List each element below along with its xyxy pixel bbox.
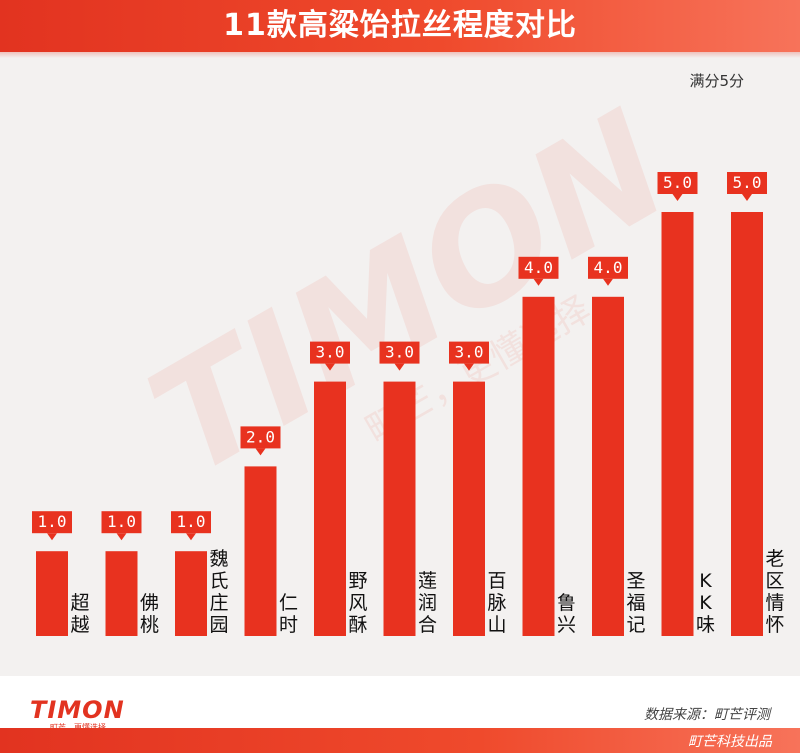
category-label-3: 魏氏庄园 [209,548,228,636]
value-label-2: 1.0 [107,512,136,531]
header-banner: 11款高粱饴拉丝程度对比 [0,0,800,58]
value-label-pointer-2 [116,533,127,541]
category-label-5: 野风酥 [348,570,367,636]
value-label-4: 2.0 [246,427,275,446]
bar-7 [453,381,485,636]
value-label-pointer-11 [742,194,752,201]
page-title: 11款高粱饴拉丝程度对比 [223,8,577,43]
bar-3 [175,551,207,636]
value-label-pointer-1 [47,533,57,541]
category-label-11: 老区情怀 [765,548,784,636]
category-label-8: 鲁兴 [557,592,576,636]
value-label-pointer-10 [672,194,683,201]
value-label-11: 5.0 [733,173,762,192]
value-label-7: 3.0 [455,343,484,362]
value-label-6: 3.0 [385,343,414,362]
value-label-box-5 [310,341,350,364]
value-label-pointer-6 [394,363,405,371]
bar-1 [36,551,68,636]
value-label-box-7 [449,341,489,364]
value-label-pointer-8 [533,278,544,286]
value-label-box-10 [657,172,698,194]
bar-chart: TIMON 町芒，更懂选择。 1.0超越1.0佛桃1.0魏氏庄园2.0仁时3.0… [32,79,785,636]
value-label-10: 5.0 [663,173,692,192]
bar-5 [314,381,346,636]
value-label-pointer-9 [603,278,613,286]
value-label-box-6 [379,341,420,364]
value-label-pointer-4 [255,448,266,456]
value-label-box-4 [240,426,281,449]
value-label-5: 3.0 [316,343,345,362]
logo-wordmark: TIMON [30,696,125,724]
value-label-box-1 [32,511,72,534]
value-label-box-11 [727,172,767,194]
bar-4 [244,466,277,636]
credit-text: 町芒科技出品 [688,734,772,750]
data-source: 数据来源：町芒评测 [644,707,770,723]
bar-2 [105,551,138,636]
bar-8 [522,296,555,636]
unit-note: 满分5分 [689,72,744,90]
bars-layer: 1.0超越1.0佛桃1.0魏氏庄园2.0仁时3.0野风酥3.0莲润合3.0百脉山… [32,172,785,636]
category-label-2: 佛桃 [140,592,159,636]
value-label-pointer-3 [186,533,196,541]
category-label-7: 百脉山 [487,570,506,636]
bar-10 [661,212,694,636]
bar-9 [592,296,624,636]
category-label-4: 仁时 [279,592,298,636]
value-label-pointer-7 [464,363,474,371]
value-label-1: 1.0 [38,512,67,531]
value-label-box-8 [518,256,559,279]
category-label-1: 超越 [70,592,89,636]
value-label-pointer-5 [325,363,335,371]
value-label-3: 1.0 [177,512,206,531]
value-label-box-2 [101,511,142,534]
value-label-box-9 [588,256,628,279]
bar-11 [731,212,763,636]
value-label-box-3 [171,511,211,534]
footer-bar: 町芒科技出品 [0,728,800,753]
header-shadow [0,52,800,58]
category-label-6: 莲润合 [418,570,437,636]
value-label-8: 4.0 [524,258,553,277]
bar-6 [383,381,416,636]
value-label-9: 4.0 [594,258,623,277]
logo-tagline: 町芒，更懂选择。 [50,722,125,733]
timon-logo: TIMON 町芒，更懂选择。 [30,696,125,733]
category-label-9: 圣福记 [626,570,645,636]
